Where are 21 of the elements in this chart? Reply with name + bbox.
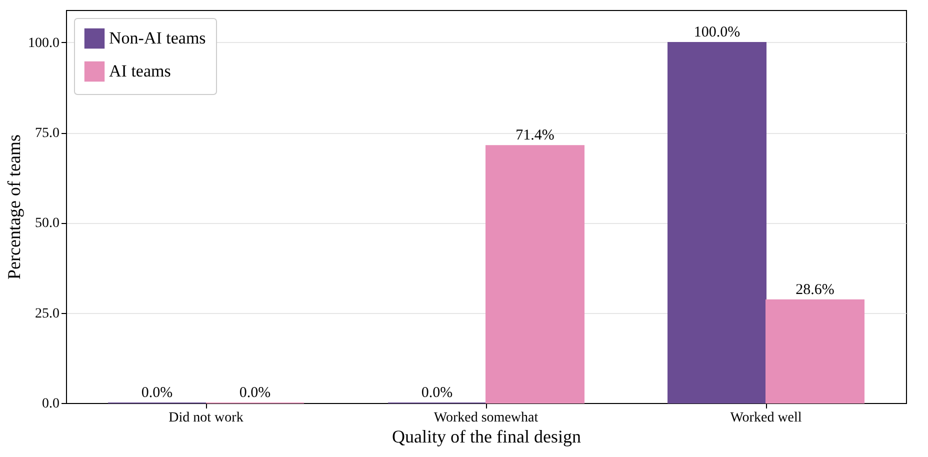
y-tick-label: 0.0 xyxy=(42,396,60,412)
y-tick-label: 25.0 xyxy=(35,306,60,322)
x-tick-label: Did not work xyxy=(168,410,244,426)
x-tick-label: Worked somewhat xyxy=(434,410,538,426)
legend-label: AI teams xyxy=(109,62,171,80)
y-axis-title: Percentage of teams xyxy=(4,134,24,280)
data-label: 28.6% xyxy=(796,282,834,298)
y-tick-label: 100.0 xyxy=(28,36,60,51)
bar xyxy=(668,42,766,404)
data-label: 71.4% xyxy=(516,128,554,144)
data-label: 0.0% xyxy=(421,385,453,401)
bar xyxy=(766,299,864,404)
bar xyxy=(486,145,584,404)
x-tick-label: Worked well xyxy=(730,410,802,426)
data-label: 0.0% xyxy=(239,385,271,401)
y-tick-label: 50.0 xyxy=(35,216,60,232)
x-axis-title: Quality of the final design xyxy=(392,426,581,446)
data-label: 100.0% xyxy=(694,24,740,40)
legend-label: Non-AI teams xyxy=(109,28,206,48)
data-label: 0.0% xyxy=(141,385,173,401)
y-tick-label: 75.0 xyxy=(35,126,60,142)
